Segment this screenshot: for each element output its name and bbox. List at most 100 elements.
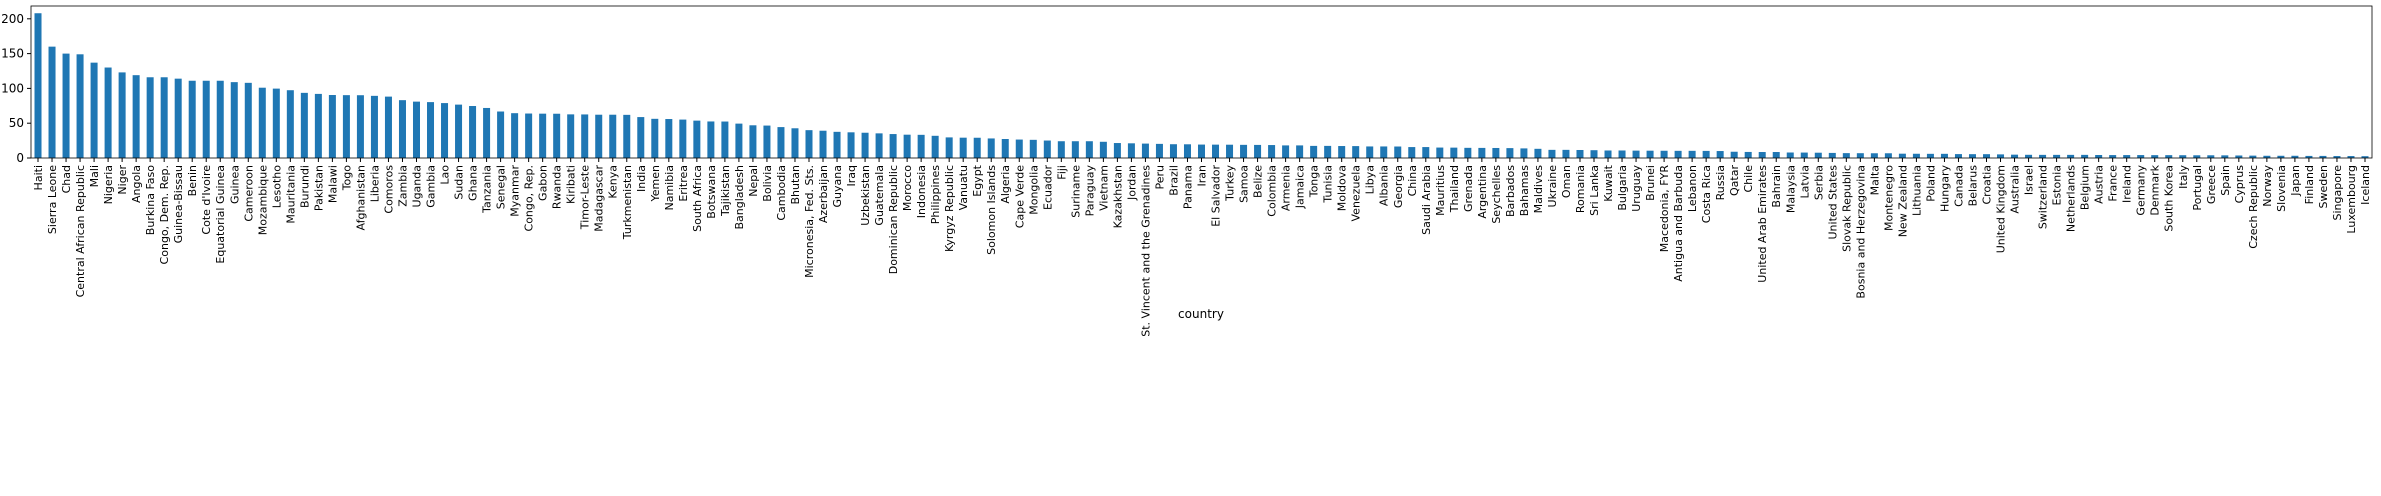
x-tick-label: Rwanda: [551, 165, 564, 209]
x-tick-label: Bolivia: [761, 165, 774, 202]
bar: [903, 134, 911, 158]
bar: [987, 138, 995, 158]
x-tick-label: Argentina: [1476, 165, 1489, 219]
bar: [707, 121, 715, 158]
bar: [889, 134, 897, 158]
bar: [875, 133, 883, 158]
x-tick-label: Belize: [1252, 165, 1265, 198]
x-tick-label: Congo, Rep.: [523, 165, 536, 231]
bar: [1772, 152, 1780, 158]
y-tick-label: 0: [16, 151, 24, 165]
bar: [1814, 152, 1822, 158]
x-tick-label: Liberia: [368, 165, 381, 202]
bar: [1436, 147, 1444, 158]
bar: [1800, 152, 1808, 158]
bar: [342, 95, 350, 158]
bar: [1828, 152, 1836, 158]
bar: [2291, 155, 2299, 158]
x-tick-label: Lithuania: [1910, 165, 1923, 216]
x-tick-label: Togo: [340, 165, 353, 192]
x-tick-label: Maldives: [1532, 165, 1545, 214]
plot-frame: [30, 5, 2373, 159]
bar: [2081, 154, 2089, 158]
x-tick-label: Chile: [1742, 165, 1755, 193]
x-tick-label: Israel: [2023, 165, 2036, 195]
x-tick-label: Myanmar: [509, 165, 522, 217]
x-tick-label: Denmark: [2149, 164, 2162, 215]
bar: [1786, 152, 1794, 158]
x-tick-label: United States: [1826, 165, 1839, 240]
x-tick-label: Mozambique: [256, 165, 269, 235]
x-tick-label: Uruguay: [1630, 165, 1643, 212]
x-tick-label: Croatia: [1981, 165, 1994, 205]
x-tick-label: Lebanon: [1686, 165, 1699, 212]
bar: [1898, 153, 1906, 158]
x-tick-label: Oman: [1560, 165, 1573, 198]
x-tick-label: Ghana: [467, 165, 480, 201]
x-tick-label: Brunei: [1644, 165, 1657, 201]
x-tick-label: Jamaica: [1294, 165, 1307, 209]
x-tick-label: Equatorial Guinea: [214, 165, 227, 264]
bar: [1310, 145, 1318, 158]
y-tick-label: 100: [1, 81, 24, 95]
bar: [833, 131, 841, 158]
bar: [1520, 148, 1528, 158]
bar: [1324, 145, 1332, 158]
bar: [1842, 153, 1850, 158]
bar: [2347, 156, 2355, 158]
x-tick-label: Sweden: [2317, 165, 2330, 208]
x-tick-label: Gabon: [537, 165, 550, 201]
bar: [216, 80, 224, 158]
x-tick-label: Algeria: [999, 165, 1012, 204]
x-tick-label: Slovenia: [2275, 165, 2288, 212]
x-tick-label: Guyana: [831, 165, 844, 207]
x-tick-label: China: [1406, 165, 1419, 196]
x-tick-label: Tunisia: [1322, 165, 1335, 204]
y-tick-label: 200: [1, 12, 24, 26]
x-tick-label: Venezuela: [1350, 165, 1363, 222]
x-tick-label: Poland: [1924, 165, 1937, 202]
x-tick-label: Canada: [1952, 165, 1965, 207]
bar: [146, 77, 154, 158]
bar: [1983, 154, 1991, 158]
x-tick-label: Colombia: [1266, 165, 1279, 217]
x-tick-label: Mauritius: [1434, 165, 1447, 216]
x-tick-label: Bulgaria: [1616, 165, 1629, 211]
x-tick-label: Burundi: [298, 165, 311, 208]
x-tick-label: Kenya: [607, 165, 620, 199]
x-tick-label: Egypt: [971, 164, 984, 196]
bar: [1001, 139, 1009, 158]
bar: [48, 46, 56, 159]
x-tick-label: France: [2107, 165, 2120, 202]
x-tick-label: Ukraine: [1546, 165, 1559, 208]
x-tick-label: Netherlands: [2065, 165, 2078, 232]
x-tick-label: Uzbekistan: [859, 165, 872, 226]
bar: [483, 107, 491, 158]
bar: [1282, 145, 1290, 158]
bar: [1169, 144, 1177, 158]
x-tick-label: Bahamas: [1518, 165, 1531, 216]
bar: [1197, 144, 1206, 158]
bar: [1590, 150, 1598, 158]
x-tick-label: Antigua and Barbuda: [1672, 165, 1685, 282]
x-tick-label: Cape Verde: [1013, 165, 1026, 228]
x-tick-label: Romania: [1574, 165, 1587, 213]
bar: [1926, 153, 1934, 158]
x-tick-label: St. Vincent and the Grenadines: [1139, 165, 1152, 337]
bar: [2235, 155, 2243, 158]
x-tick-label: Singapore: [2331, 165, 2344, 221]
bar: [441, 103, 449, 158]
bar: [665, 119, 673, 158]
bar: [104, 67, 112, 158]
bar: [497, 111, 505, 158]
x-tick-label: Fiji: [1055, 165, 1068, 180]
x-tick-label: Paraguay: [1083, 165, 1096, 217]
bar: [384, 96, 392, 158]
bar: [2109, 155, 2117, 158]
bar: [1366, 146, 1374, 158]
x-tick-label: Portugal: [2191, 165, 2204, 211]
x-tick-label: Jordan: [1125, 165, 1138, 201]
bar: [2123, 155, 2131, 158]
bar: [314, 93, 322, 158]
bar: [1394, 146, 1402, 158]
